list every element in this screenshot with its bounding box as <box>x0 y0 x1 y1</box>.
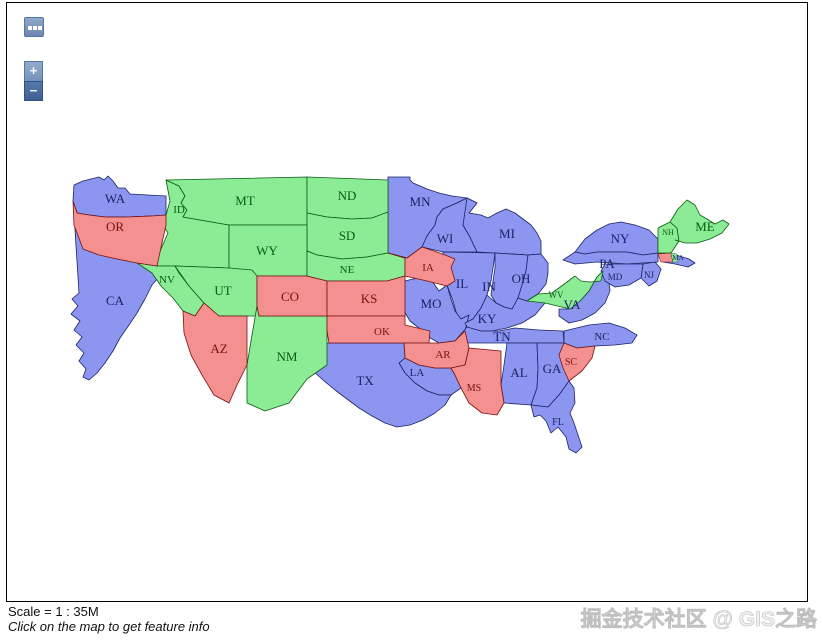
svg-text:WY: WY <box>256 243 278 258</box>
svg-text:NC: NC <box>594 331 609 343</box>
svg-text:MA: MA <box>672 254 683 262</box>
svg-text:OR: OR <box>106 219 124 234</box>
svg-text:AZ: AZ <box>210 341 227 356</box>
svg-text:ME: ME <box>695 219 715 234</box>
svg-text:WV: WV <box>549 290 564 300</box>
svg-text:MD: MD <box>608 272 623 282</box>
svg-text:CA: CA <box>106 293 125 308</box>
svg-text:AL: AL <box>510 365 527 380</box>
svg-text:NY: NY <box>611 231 630 246</box>
svg-text:NE: NE <box>340 264 355 276</box>
svg-text:OK: OK <box>374 326 390 338</box>
svg-text:OH: OH <box>512 271 531 286</box>
svg-text:SD: SD <box>339 228 356 243</box>
svg-text:MN: MN <box>410 194 432 209</box>
svg-text:SC: SC <box>565 357 578 368</box>
svg-text:WA: WA <box>105 191 126 206</box>
svg-text:UT: UT <box>214 283 231 298</box>
svg-text:IA: IA <box>422 262 434 274</box>
svg-text:FL: FL <box>552 417 564 428</box>
svg-text:GA: GA <box>543 361 562 376</box>
svg-text:MO: MO <box>421 296 442 311</box>
svg-text:NH: NH <box>662 228 674 237</box>
svg-text:NM: NM <box>277 349 298 364</box>
svg-text:ND: ND <box>338 188 357 203</box>
svg-text:MI: MI <box>499 226 515 241</box>
svg-text:LA: LA <box>410 367 425 379</box>
svg-text:PA: PA <box>599 256 615 271</box>
svg-text:TN: TN <box>493 329 511 344</box>
svg-text:KY: KY <box>478 311 497 326</box>
svg-text:WI: WI <box>437 231 454 246</box>
svg-text:VA: VA <box>563 297 581 312</box>
svg-text:NV: NV <box>159 274 175 286</box>
svg-text:MS: MS <box>467 383 481 394</box>
svg-text:NJ: NJ <box>644 270 654 280</box>
svg-text:CO: CO <box>281 289 299 304</box>
svg-text:MT: MT <box>235 193 255 208</box>
svg-text:KS: KS <box>361 291 378 306</box>
svg-text:IN: IN <box>482 279 496 294</box>
svg-text:TX: TX <box>356 373 374 388</box>
svg-text:IL: IL <box>456 276 468 291</box>
svg-text:AR: AR <box>435 349 451 361</box>
svg-text:ID: ID <box>173 204 185 216</box>
